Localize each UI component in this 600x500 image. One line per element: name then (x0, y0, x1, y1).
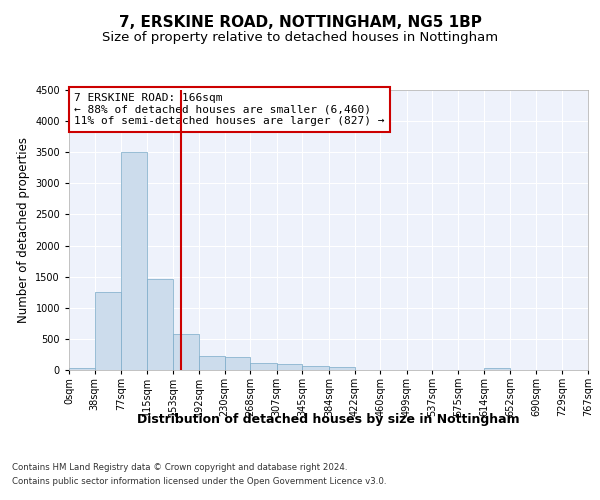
Text: Size of property relative to detached houses in Nottingham: Size of property relative to detached ho… (102, 31, 498, 44)
Bar (95, 292, 121, 370)
Bar (484, 368, 510, 370)
Y-axis label: Number of detached properties: Number of detached properties (17, 137, 29, 323)
Bar (147, 278, 173, 370)
Bar (173, 334, 199, 370)
Text: Contains HM Land Registry data © Crown copyright and database right 2024.: Contains HM Land Registry data © Crown c… (12, 462, 347, 471)
Bar (302, 366, 329, 370)
Text: Contains public sector information licensed under the Open Government Licence v3: Contains public sector information licen… (12, 478, 386, 486)
Bar (250, 362, 277, 370)
Bar (121, 152, 147, 370)
Text: Distribution of detached houses by size in Nottingham: Distribution of detached houses by size … (137, 412, 520, 426)
Bar (69, 368, 95, 370)
Text: 7 ERSKINE ROAD: 166sqm
← 88% of detached houses are smaller (6,460)
11% of semi-: 7 ERSKINE ROAD: 166sqm ← 88% of detached… (74, 93, 385, 126)
Bar (224, 356, 250, 370)
Text: 7, ERSKINE ROAD, NOTTINGHAM, NG5 1BP: 7, ERSKINE ROAD, NOTTINGHAM, NG5 1BP (119, 15, 481, 30)
Bar (329, 367, 355, 370)
Bar (277, 364, 302, 370)
Bar (199, 356, 224, 370)
